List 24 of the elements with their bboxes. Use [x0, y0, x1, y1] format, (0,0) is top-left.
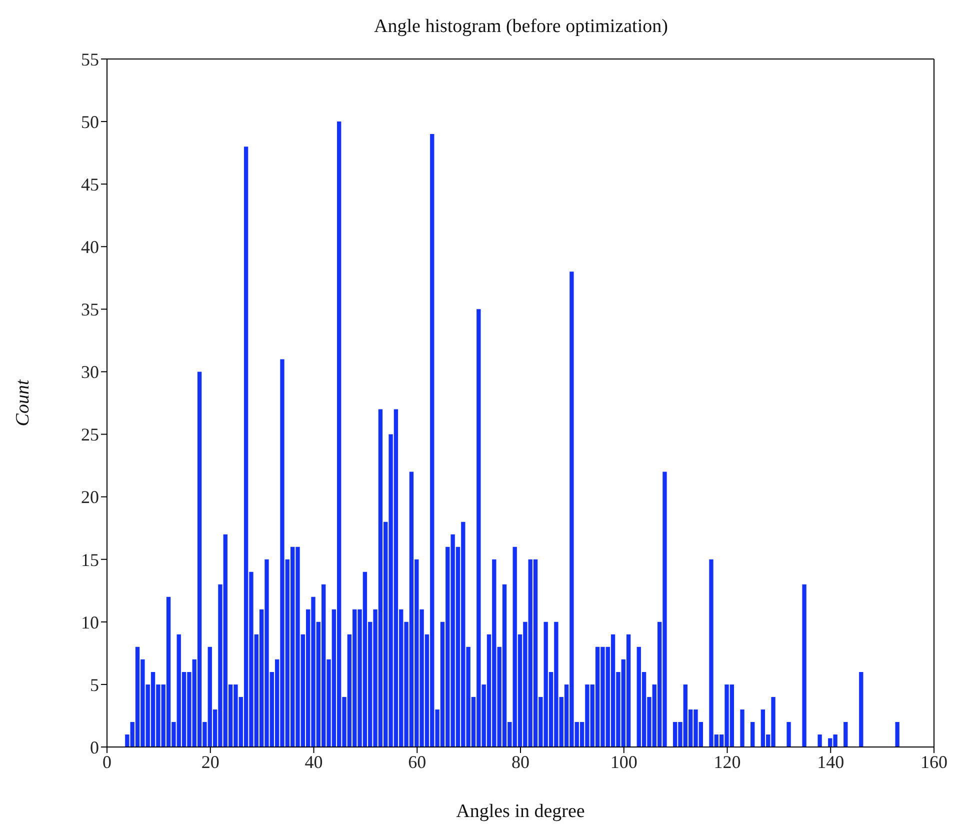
x-tick-label: 140 [817, 752, 844, 772]
y-tick-label: 50 [81, 112, 99, 132]
x-tick-label: 160 [920, 752, 948, 772]
y-axis-title: Count [12, 379, 34, 426]
y-tick-label: 15 [81, 550, 99, 570]
x-tick-label: 40 [304, 752, 323, 772]
x-tick-label: 120 [714, 752, 741, 772]
x-tick-label: 100 [610, 752, 638, 772]
y-tick-label: 30 [81, 362, 99, 382]
y-tick-label: 10 [81, 612, 99, 632]
y-tick-label: 45 [81, 174, 99, 194]
x-axis-title: Angles in degree [456, 801, 585, 822]
y-tick-label: 40 [81, 237, 99, 258]
x-tick-label: 80 [512, 752, 530, 772]
y-tick-label: 0 [90, 737, 99, 758]
y-tick-label: 55 [81, 49, 99, 70]
x-tick-label: 0 [102, 752, 112, 772]
y-tick-label: 35 [81, 300, 99, 320]
x-tick-label: 60 [408, 752, 426, 772]
y-tick-label: 5 [90, 674, 99, 695]
y-tick-label: 25 [81, 424, 99, 445]
y-tick-label: 20 [81, 487, 99, 508]
x-tick-label: 20 [201, 752, 220, 772]
chart-title: Angle histogram (before optimization) [373, 16, 669, 38]
